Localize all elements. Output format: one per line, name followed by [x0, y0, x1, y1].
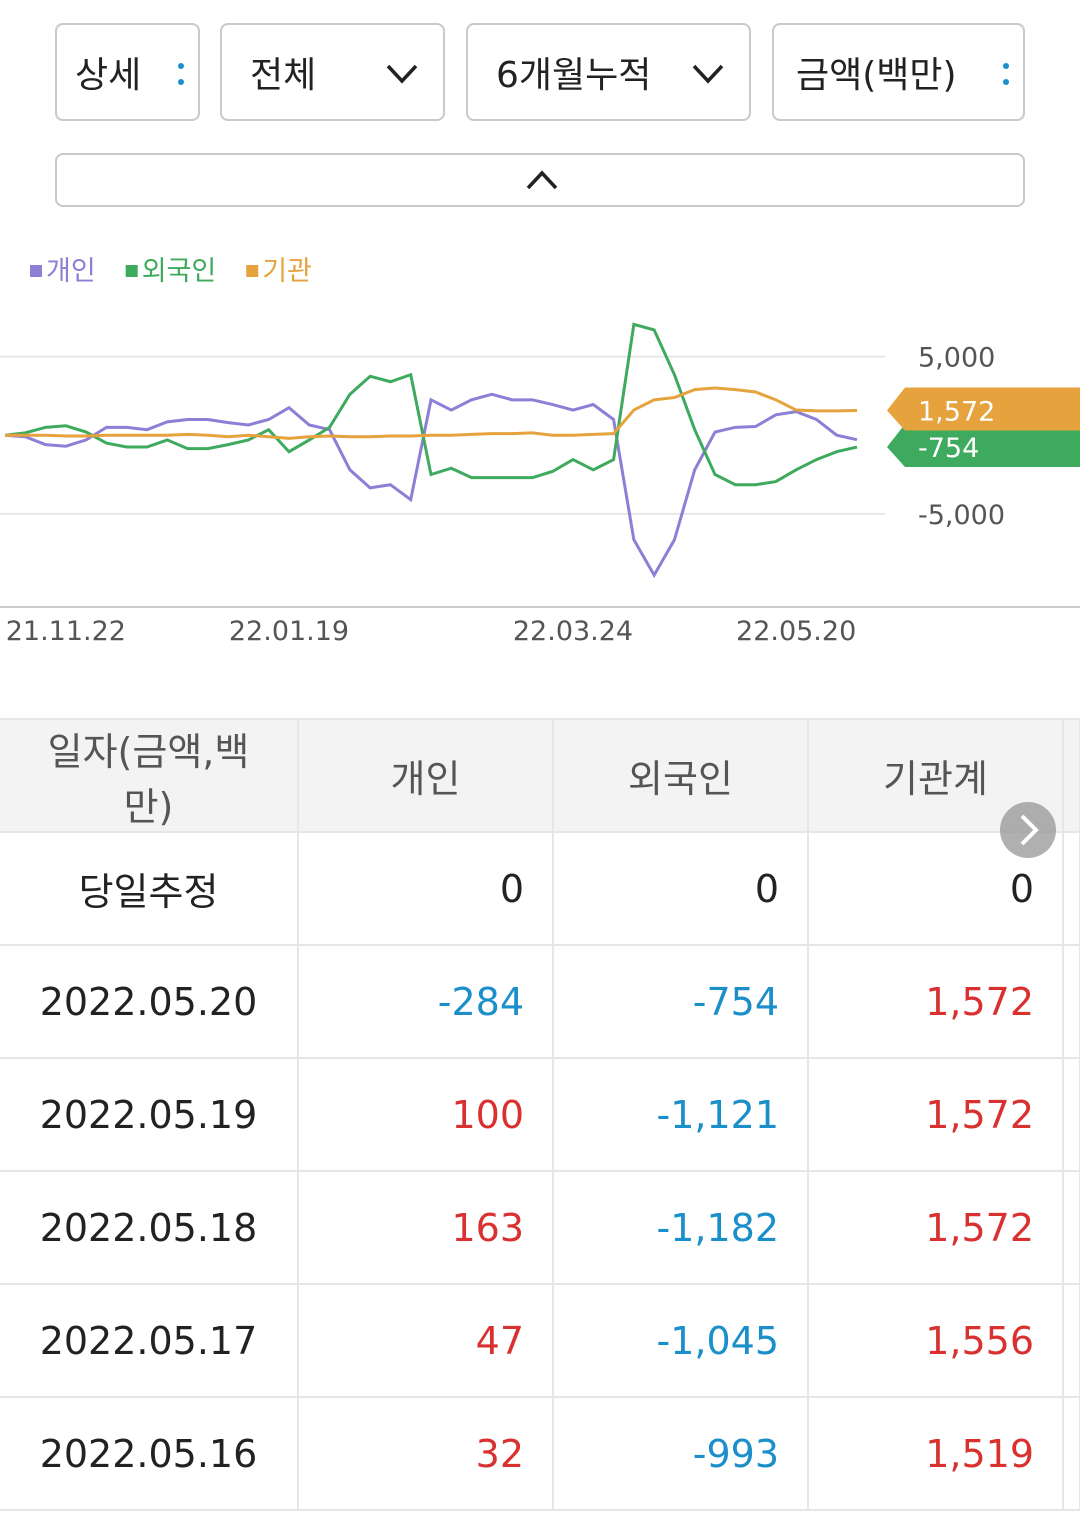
value-cell: 0: [553, 832, 809, 946]
x-tick-label: 21.11.22: [6, 616, 126, 647]
value-cell: -1,121: [553, 1058, 809, 1172]
edge-cell: [1063, 1397, 1080, 1511]
button-label: 전체: [250, 55, 317, 96]
value-cell: 0: [808, 832, 1064, 946]
table-row: 2022.05.16 32 -993 1,519: [0, 1397, 1080, 1511]
table-row: 2022.05.19 100 -1,121 1,572: [0, 1058, 1080, 1172]
x-tick-label: 22.05.20: [736, 616, 856, 647]
table-row: 2022.05.20 -284 -754 1,572: [0, 945, 1080, 1059]
series-line: [5, 386, 858, 440]
date-cell: 당일추정: [0, 832, 299, 946]
legend-swatch: [125, 265, 138, 277]
y-tick-label: -5,000: [918, 500, 1005, 531]
legend-label: 외국인: [142, 256, 217, 287]
unit-button[interactable]: 금액(백만): [772, 23, 1025, 121]
date-cell: 2022.05.17: [0, 1284, 299, 1398]
legend-label: 기관: [262, 256, 312, 287]
value-cell: -754: [553, 945, 809, 1059]
menu-dots: [1003, 63, 1009, 95]
date-cell: 2022.05.18: [0, 1171, 299, 1285]
edge-cell: [1063, 832, 1080, 946]
value-cell: 1,519: [808, 1397, 1064, 1511]
scroll-right-button[interactable]: [1000, 802, 1056, 858]
value-cell: -1,182: [553, 1171, 809, 1285]
value-cell: -284: [298, 945, 554, 1059]
value-cell: 1,572: [808, 1058, 1064, 1172]
date-cell: 2022.05.16: [0, 1397, 299, 1511]
value-cell: 163: [298, 1171, 554, 1285]
value-cell: 1,572: [808, 945, 1064, 1059]
value-cell: 100: [298, 1058, 554, 1172]
table-row: 2022.05.18 163 -1,182 1,572: [0, 1171, 1080, 1285]
scope-dropdown[interactable]: 전체: [220, 23, 445, 121]
date-cell: 2022.05.19: [0, 1058, 299, 1172]
data-table: 일자(금액,백만) 개인 외국인 기관계 당일추정 0 0 0 2022.05.20 -284 -7…: [0, 718, 1080, 1511]
legend-swatch: [246, 265, 259, 277]
legend-label: 개인: [46, 256, 96, 287]
button-label: 6개월누적: [496, 55, 652, 96]
series-line: [4, 322, 858, 487]
edge-cell: [1063, 1171, 1080, 1285]
menu-dots: [178, 63, 184, 95]
y-tick-label: 5,000: [918, 343, 995, 374]
legend-swatch: [30, 265, 42, 277]
table-row: 당일추정 0 0 0: [0, 832, 1080, 946]
button-label: 금액(백만): [796, 55, 957, 96]
value-cell: 1,556: [808, 1284, 1064, 1398]
header-row: 일자(금액,백만) 개인 외국인 기관계: [0, 718, 1080, 833]
x-tick-label: 22.01.19: [229, 616, 349, 647]
edge-cell: [1063, 945, 1080, 1059]
end-value-label: 1,572: [918, 396, 995, 427]
value-cell: 0: [298, 832, 554, 946]
end-value-label: -754: [918, 433, 979, 464]
collapse-bar[interactable]: [55, 153, 1025, 207]
edge-cell: [1063, 1058, 1080, 1172]
value-cell: 47: [298, 1284, 554, 1398]
x-tick-label: 22.03.24: [513, 616, 633, 647]
chevron: [386, 64, 418, 84]
date-cell: 2022.05.20: [0, 945, 299, 1059]
series-line: [4, 392, 858, 579]
header-cell: 외국인: [553, 718, 809, 833]
button-label: 상세: [75, 55, 142, 96]
header-cell-edge: [1063, 718, 1080, 833]
value-cell: -993: [553, 1397, 809, 1511]
end-value-tag: [887, 424, 1080, 468]
end-value-tag: [887, 387, 1080, 431]
value-cell: 32: [298, 1397, 554, 1511]
value-cell: -1,045: [553, 1284, 809, 1398]
edge-cell: [1063, 1284, 1080, 1398]
chart: 개인 외국인 기관 5,000 -5,000 21.11.22 22.01.19 22.03.…: [0, 256, 1080, 647]
chevron-up: [526, 170, 558, 190]
header-cell: 개인: [298, 718, 554, 833]
detail-button[interactable]: 상세: [55, 23, 200, 121]
value-cell: 1,572: [808, 1171, 1064, 1285]
chevron: [692, 64, 724, 84]
table-row: 2022.05.17 47 -1,045 1,556: [0, 1284, 1080, 1398]
header-cell: 일자(금액,백만): [0, 718, 299, 833]
period-dropdown[interactable]: 6개월누적: [466, 23, 751, 121]
